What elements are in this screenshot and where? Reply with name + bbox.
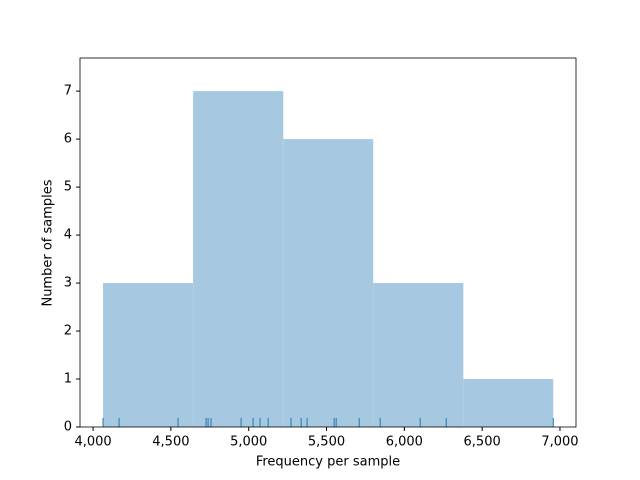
x-tick-label: 5,000 bbox=[230, 435, 267, 450]
y-tick-label: 3 bbox=[64, 276, 72, 291]
y-tick-label: 4 bbox=[64, 228, 72, 243]
bar bbox=[373, 283, 464, 427]
x-tick-label: 4,000 bbox=[74, 435, 111, 450]
x-axis-label: Frequency per sample bbox=[256, 455, 400, 470]
bar bbox=[463, 379, 554, 427]
y-axis-label: Number of samples bbox=[41, 179, 56, 306]
x-tick-label: 6,500 bbox=[464, 435, 501, 450]
y-tick-label: 6 bbox=[64, 132, 72, 147]
x-tick-label: 6,000 bbox=[386, 435, 423, 450]
y-tick-label: 1 bbox=[64, 372, 72, 387]
bar bbox=[193, 91, 284, 428]
y-tick-label: 7 bbox=[64, 84, 72, 99]
y-tick-label: 5 bbox=[64, 180, 72, 195]
y-tick-label: 0 bbox=[64, 420, 72, 435]
plot-frame bbox=[79, 57, 577, 428]
x-tick-label: 7,000 bbox=[541, 435, 578, 450]
bar bbox=[283, 139, 374, 427]
x-tick-label: 5,500 bbox=[308, 435, 345, 450]
bar bbox=[103, 283, 194, 427]
y-tick-label: 2 bbox=[64, 324, 72, 339]
x-tick-label: 4,500 bbox=[152, 435, 189, 450]
